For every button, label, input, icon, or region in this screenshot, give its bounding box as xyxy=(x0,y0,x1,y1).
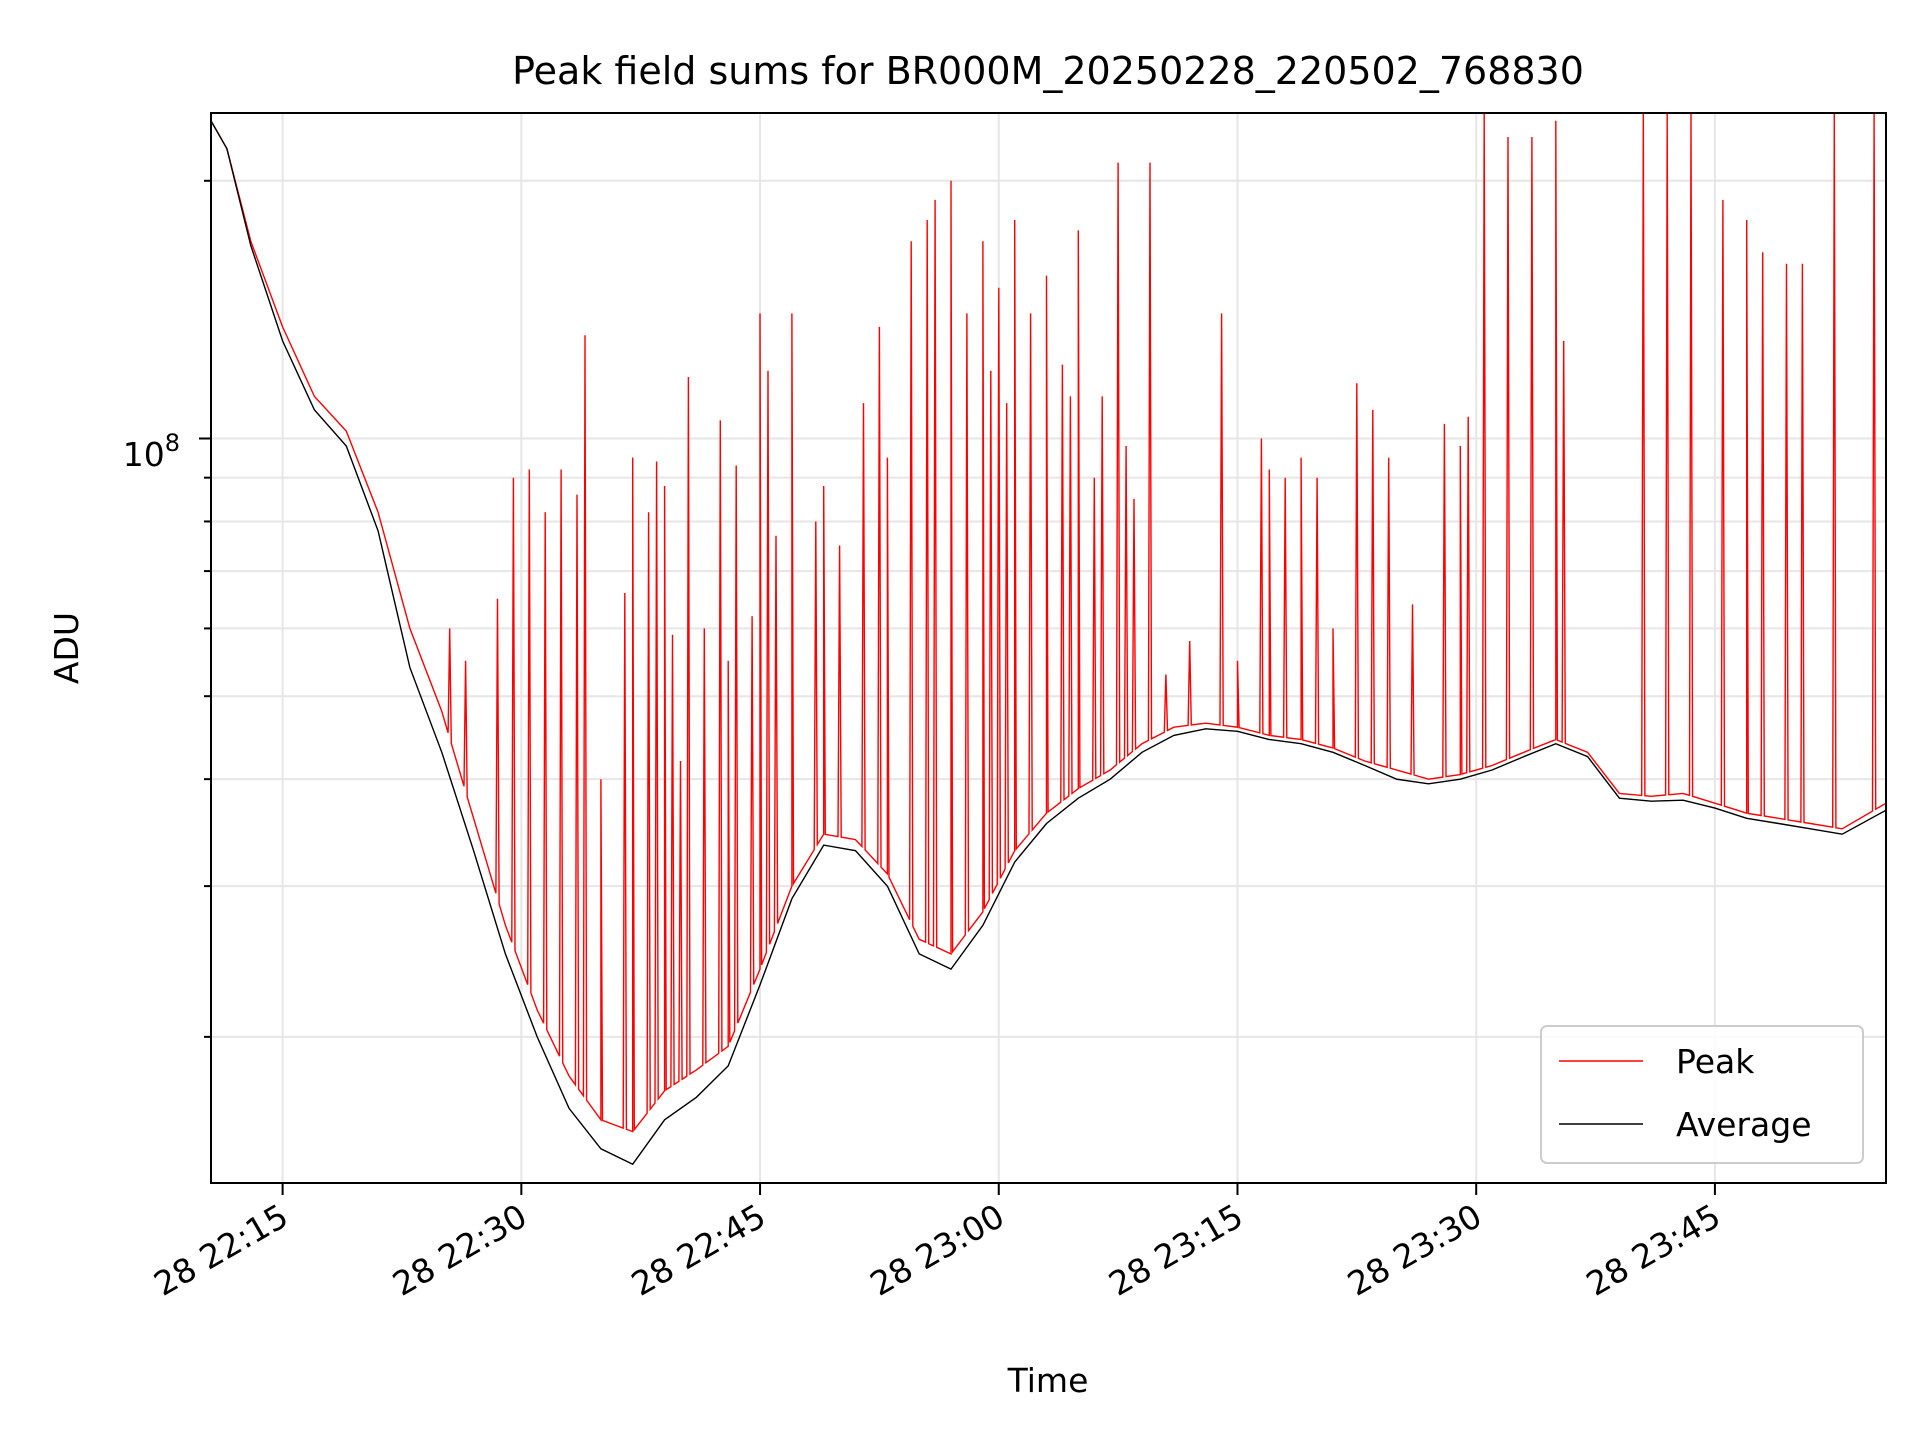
legend-peak-label: Peak xyxy=(1676,1042,1755,1081)
series-line-peak xyxy=(211,113,1886,1133)
series-layer xyxy=(211,113,1886,1166)
y-tick-base: 10 xyxy=(123,435,165,474)
plot-frame xyxy=(210,112,1887,1184)
legend-average-label: Average xyxy=(1676,1105,1812,1144)
y-axis-label: ADU xyxy=(47,612,86,684)
svg-text:108: 108 xyxy=(123,429,180,474)
y-tick-exponent: 8 xyxy=(165,429,180,457)
chart-title: Peak field sums for BR000M_20250228_2205… xyxy=(512,49,1584,93)
series-line-average xyxy=(211,120,1886,1166)
y-tick-label-1e8: 108 xyxy=(123,429,180,474)
legend: Peak Average xyxy=(1540,1025,1864,1164)
x-axis-label: Time xyxy=(1007,1361,1089,1400)
